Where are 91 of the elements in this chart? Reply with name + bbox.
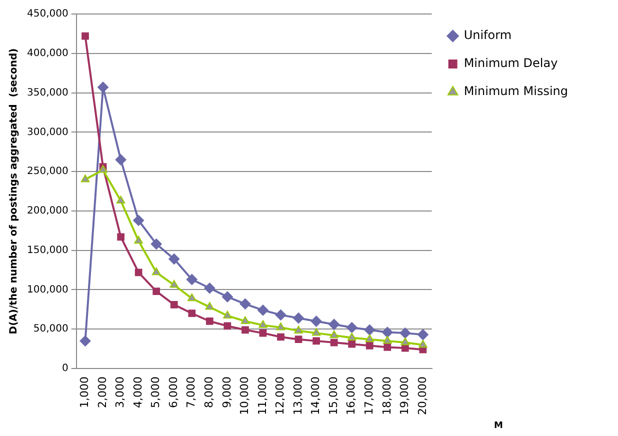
point bbox=[116, 196, 126, 204]
point bbox=[275, 309, 286, 320]
point bbox=[364, 324, 376, 336]
point bbox=[366, 342, 374, 350]
x-tick-label: 16,000 bbox=[344, 376, 358, 416]
x-tick-label: 1,000 bbox=[78, 376, 92, 408]
y-tick-label: 100,000 bbox=[26, 284, 68, 296]
x-tick-label: 4,000 bbox=[131, 376, 144, 408]
x-tick-label: 5,000 bbox=[149, 376, 162, 408]
point bbox=[188, 310, 196, 318]
point bbox=[205, 302, 214, 310]
x-tick-label: 8,000 bbox=[202, 376, 216, 408]
x-tick-label: 7,000 bbox=[184, 376, 198, 408]
point bbox=[400, 328, 411, 339]
point bbox=[347, 332, 356, 341]
point bbox=[82, 32, 89, 40]
x-tick-label: 19,000 bbox=[398, 376, 412, 416]
y-axis-title: D(A)/the number of postings aggregated (second) bbox=[8, 48, 20, 334]
point bbox=[365, 334, 374, 342]
point bbox=[294, 326, 303, 334]
point bbox=[417, 329, 428, 340]
point bbox=[312, 328, 321, 336]
legend-label: Uniform bbox=[464, 28, 512, 42]
point bbox=[382, 336, 392, 344]
x-tick-label: 6,000 bbox=[166, 376, 180, 408]
point bbox=[80, 174, 90, 182]
x-tick-label: 10,000 bbox=[238, 376, 252, 416]
x-tick-label: 15,000 bbox=[326, 376, 340, 416]
text: M bbox=[494, 421, 503, 431]
x-tick-label: 14,000 bbox=[309, 376, 322, 416]
point bbox=[115, 154, 126, 166]
point bbox=[276, 322, 286, 330]
x-tick-label: 18,000 bbox=[380, 376, 394, 416]
point bbox=[170, 280, 179, 288]
point bbox=[310, 316, 322, 327]
x-tick-label: 12,000 bbox=[274, 376, 287, 416]
point bbox=[328, 318, 340, 330]
point bbox=[186, 274, 198, 285]
point bbox=[418, 340, 428, 348]
x-tick-label: 13,000 bbox=[291, 376, 304, 416]
point bbox=[98, 82, 109, 93]
point bbox=[80, 335, 91, 346]
point bbox=[382, 326, 393, 338]
point bbox=[152, 267, 161, 276]
x-tick-label: 11,000 bbox=[256, 376, 269, 416]
point bbox=[204, 282, 216, 294]
point bbox=[240, 298, 251, 310]
point bbox=[133, 214, 144, 226]
point bbox=[312, 337, 320, 345]
y-tick-label: 50,000 bbox=[33, 324, 68, 335]
point bbox=[170, 301, 178, 308]
point bbox=[259, 329, 267, 337]
x-tick-label: 9,000 bbox=[220, 376, 234, 408]
point bbox=[400, 338, 410, 346]
y-tick-label: 250,000 bbox=[26, 166, 68, 178]
point bbox=[152, 288, 160, 295]
point bbox=[348, 340, 356, 348]
point bbox=[294, 336, 302, 344]
point bbox=[242, 326, 249, 334]
point bbox=[222, 291, 233, 302]
point bbox=[240, 316, 250, 324]
legend-label: Minimum Missing bbox=[464, 84, 568, 98]
point bbox=[330, 330, 338, 338]
legend-label: Minimum Delay bbox=[464, 56, 558, 70]
point bbox=[168, 254, 180, 265]
point bbox=[134, 236, 143, 244]
point bbox=[346, 322, 358, 334]
point bbox=[134, 268, 142, 276]
point bbox=[277, 333, 284, 341]
x-tick-label: 20,000 bbox=[416, 376, 429, 416]
y-tick-label: 350,000 bbox=[26, 87, 68, 98]
point bbox=[257, 304, 268, 316]
point bbox=[293, 312, 304, 324]
x-tick-label: 2,000 bbox=[96, 376, 109, 408]
y-tick-label: 300,000 bbox=[26, 126, 68, 138]
y-tick-label: 200,000 bbox=[26, 206, 68, 217]
point bbox=[224, 322, 232, 330]
x-tick-label: 3,000 bbox=[114, 376, 127, 408]
x-tick-label: 17,000 bbox=[362, 376, 376, 416]
point bbox=[258, 320, 268, 328]
point bbox=[117, 233, 124, 241]
point bbox=[150, 238, 162, 250]
y-tick-label: 0 bbox=[62, 363, 68, 374]
y-tick-label: 450,000 bbox=[26, 8, 68, 20]
point bbox=[330, 338, 338, 346]
point bbox=[384, 344, 392, 351]
point bbox=[187, 293, 196, 302]
y-tick-label: 150,000 bbox=[26, 244, 68, 256]
point bbox=[223, 310, 232, 318]
y-tick-label: 400,000 bbox=[26, 48, 68, 59]
point bbox=[206, 318, 214, 325]
